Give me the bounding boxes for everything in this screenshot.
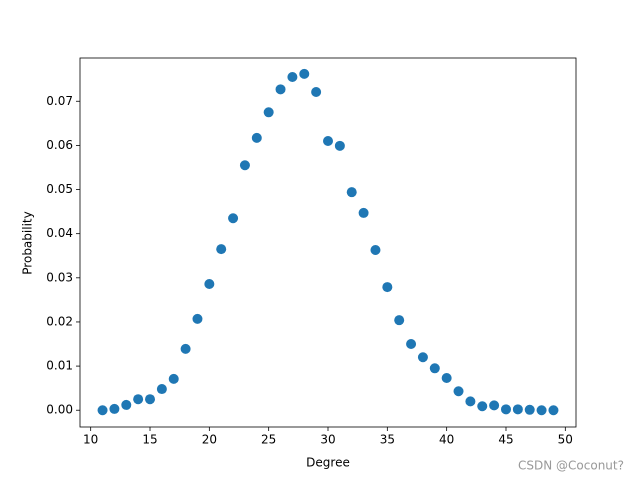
point [512,404,523,415]
point [239,160,250,171]
point [536,405,547,416]
x-tick-label: 30 [320,433,335,447]
point [192,313,203,324]
point [524,404,535,415]
point [429,363,440,374]
point [275,84,286,95]
point [382,282,393,293]
point [489,400,500,411]
y-tick-label: 0.02 [46,314,73,328]
point [299,68,310,79]
point [548,405,559,416]
point [358,207,369,218]
x-tick-label: 20 [202,433,217,447]
point [263,107,274,118]
point [417,352,428,363]
point [346,187,357,198]
watermark: CSDN @Coconut? [518,459,624,473]
point [465,396,476,407]
point [500,404,511,415]
point [204,278,215,289]
y-tick-label: 0.01 [46,359,73,373]
point [370,245,381,256]
point [441,373,452,384]
x-tick-label: 25 [261,433,276,447]
point [133,394,144,405]
point [97,405,108,416]
point [453,386,464,397]
point [251,132,262,143]
y-tick-label: 0.04 [46,226,73,240]
point [228,213,239,224]
x-tick-label: 10 [83,433,98,447]
point [168,373,179,384]
x-tick-label: 45 [498,433,513,447]
point [145,394,156,405]
point [216,244,227,255]
y-axis-label: Probability [21,211,35,274]
point [477,401,488,412]
point [156,384,167,395]
point [334,140,345,151]
y-tick-label: 0.07 [46,94,73,108]
axes-frame [79,57,577,428]
x-tick-label: 40 [439,433,454,447]
point [323,135,333,146]
x-tick-label: 35 [380,433,395,447]
point [121,399,132,410]
y-tick-label: 0.05 [46,182,73,196]
y-tick-label: 0.00 [46,403,73,417]
point [406,339,417,350]
x-tick-label: 50 [558,433,573,447]
y-tick-label: 0.03 [46,270,73,284]
point [394,315,405,326]
y-tick-label: 0.06 [46,138,73,152]
x-axis-label: Degree [306,456,350,470]
x-tick-label: 15 [142,433,157,447]
point [109,403,120,414]
point [311,86,322,97]
point [180,343,191,354]
point [287,71,298,82]
